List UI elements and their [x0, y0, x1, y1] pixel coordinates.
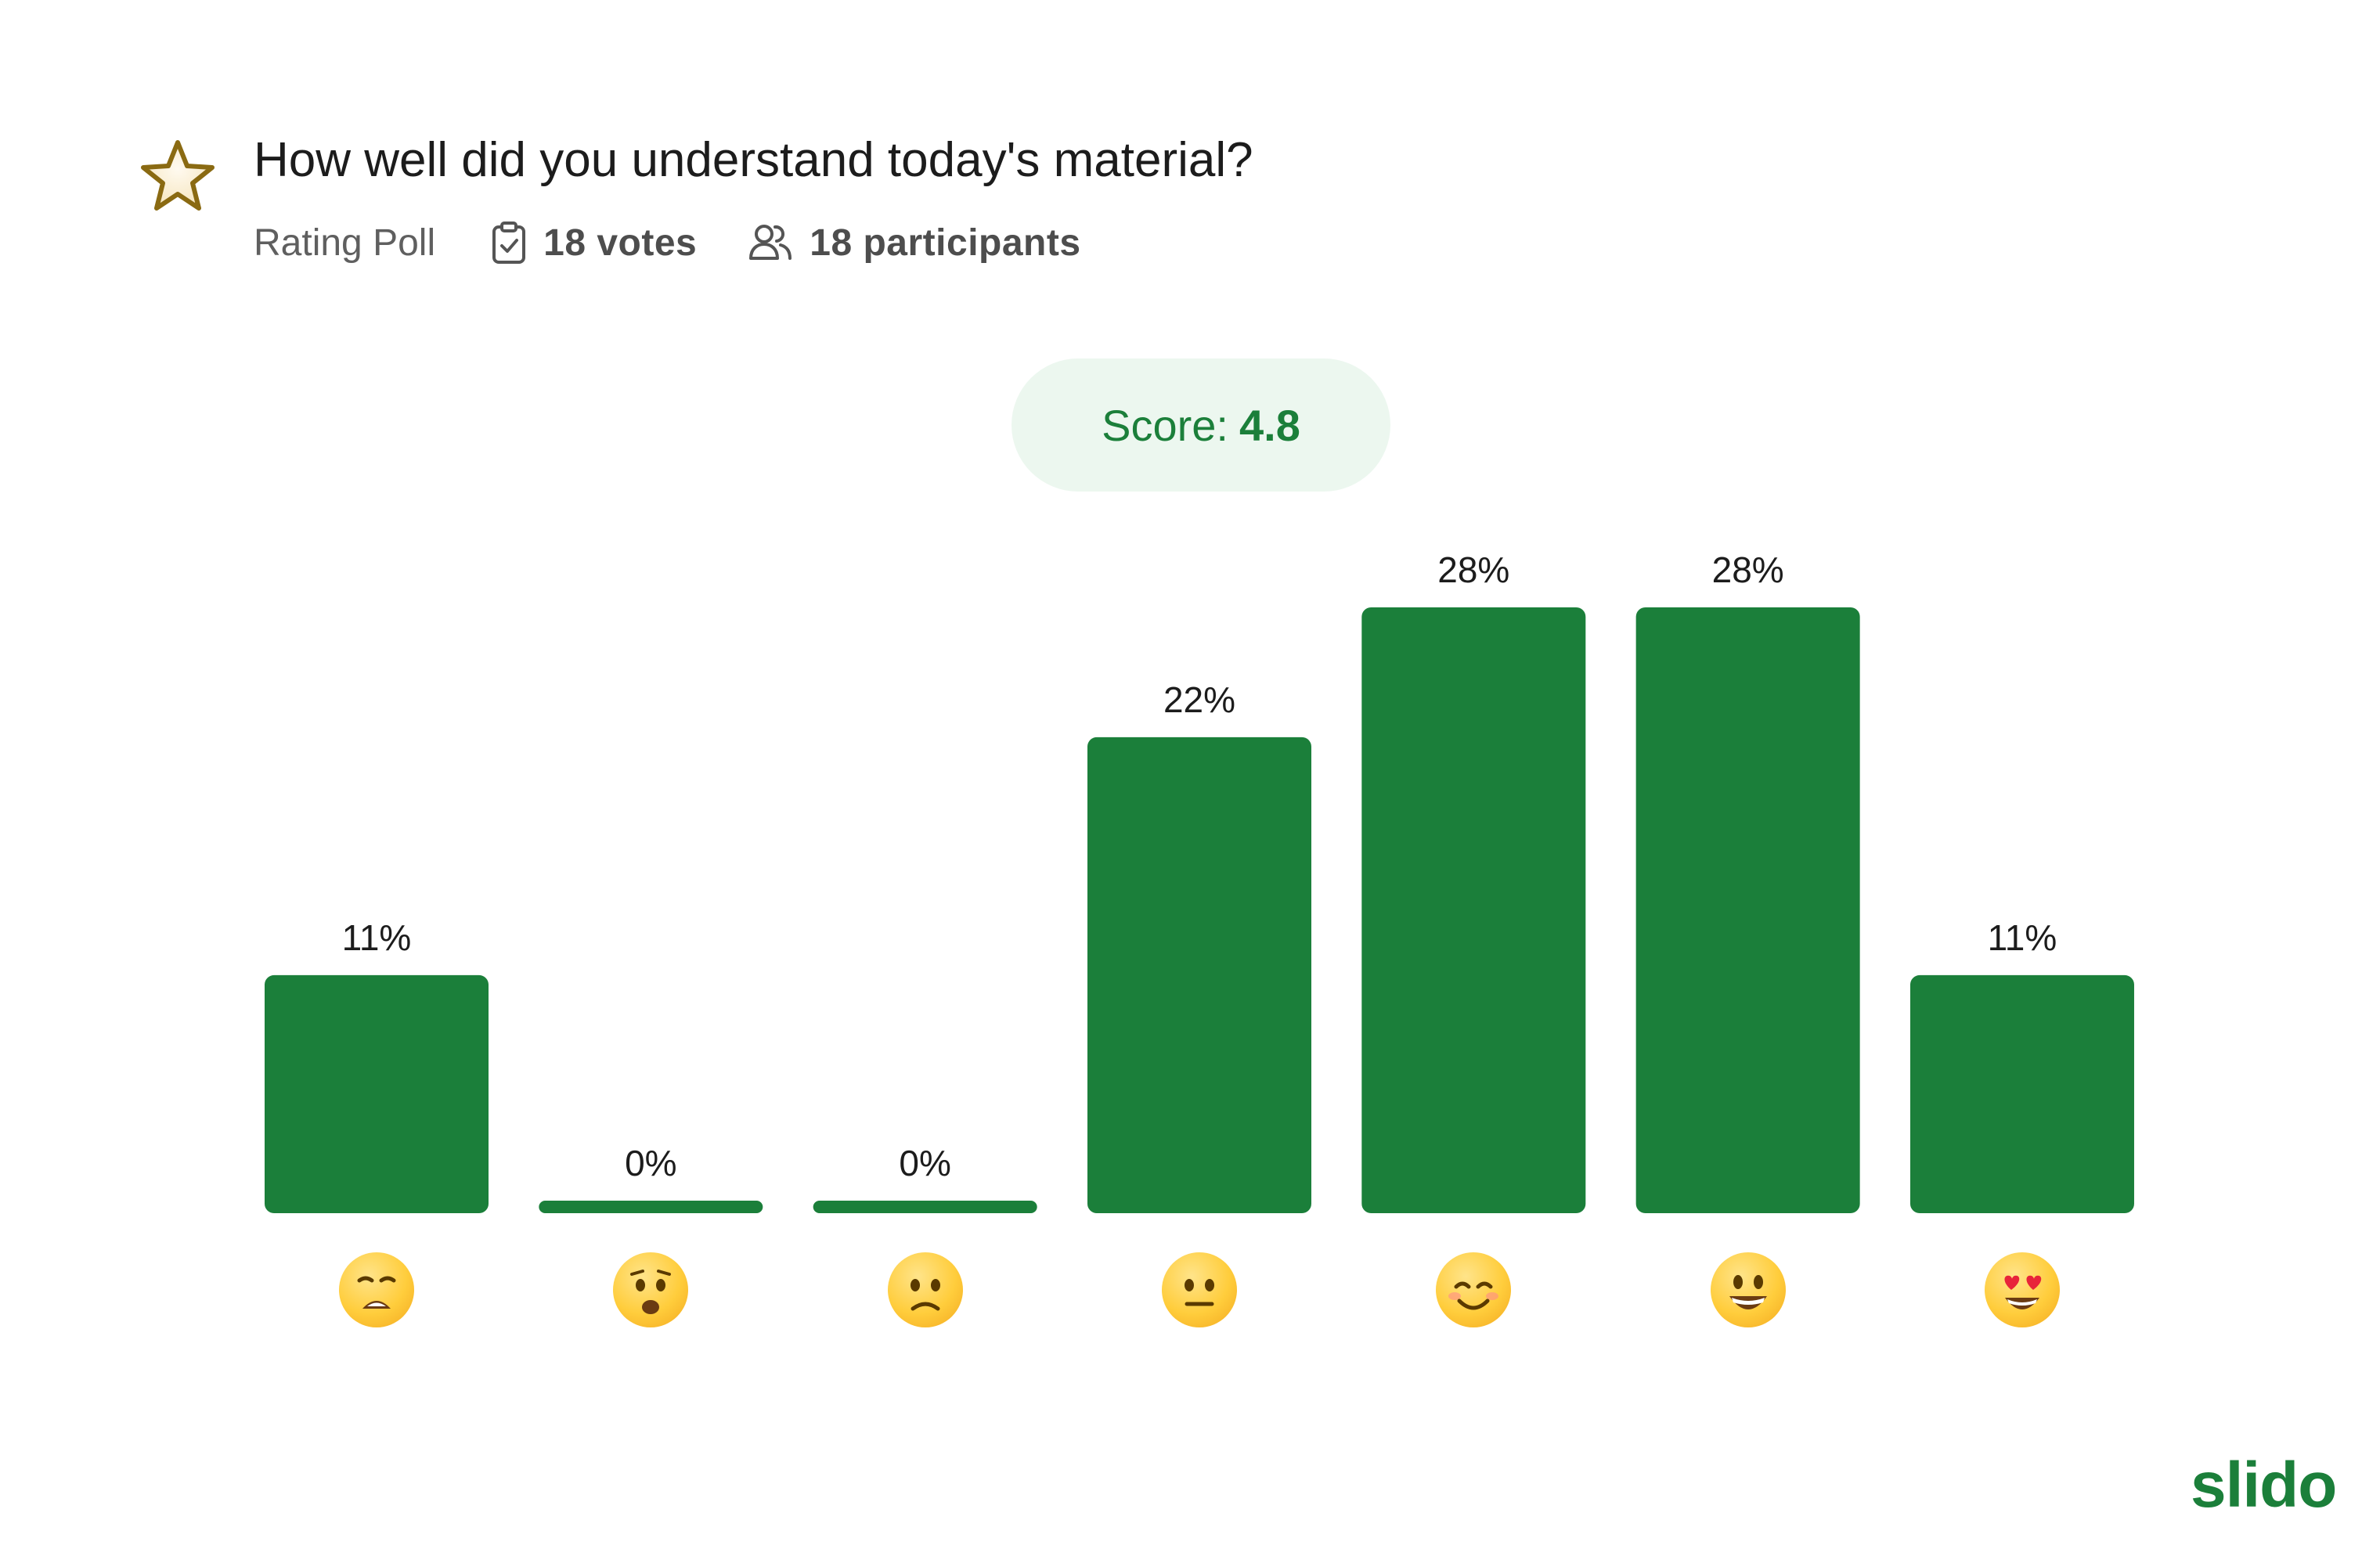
bar-value-label: 22% — [1163, 679, 1235, 720]
participants-count: 18 participants — [810, 222, 1081, 264]
score-value: 4.8 — [1239, 400, 1300, 450]
poll-question: How well did you understand today's mate… — [254, 133, 1253, 187]
score-label: Score: — [1102, 400, 1228, 450]
bar-heart-eyes-face — [1909, 974, 2134, 1213]
clipboard-check-icon — [492, 221, 526, 265]
bar-value-label: 28% — [1437, 549, 1509, 590]
bar-anguished-face — [539, 1201, 763, 1213]
votes-count: 18 votes — [543, 222, 698, 264]
anguished-face-icon — [613, 1252, 689, 1327]
neutral-face-icon — [1161, 1252, 1237, 1327]
bar-value-label: 0% — [625, 1143, 676, 1183]
poll-meta: Rating Poll 18 votes 18 participants — [254, 211, 1081, 274]
score-badge: Score: 4.8 — [1012, 358, 1390, 492]
bar-value-label: 11% — [1988, 917, 2057, 958]
bar-value-label: 28% — [1712, 549, 1784, 590]
participants-stat: 18 participants — [748, 222, 1080, 265]
bar-weary-face — [265, 974, 489, 1213]
bar-neutral-face — [1087, 737, 1311, 1213]
bar-value-label: 0% — [899, 1143, 950, 1183]
people-icon — [748, 223, 792, 262]
frowning-face-icon — [887, 1252, 963, 1327]
poll-type-label: Rating Poll — [254, 222, 436, 264]
bar-value-label: 11% — [342, 917, 412, 958]
smiling-face-icon — [1436, 1252, 1512, 1327]
weary-face-icon — [339, 1252, 414, 1327]
bar-frowning-face — [813, 1201, 1037, 1213]
bar-smiling-face — [1361, 607, 1586, 1213]
grinning-face-icon — [1710, 1252, 1786, 1327]
heart-eyes-face-icon — [1984, 1252, 2060, 1327]
votes-stat: 18 votes — [492, 221, 697, 265]
bar-grinning-face — [1635, 607, 1860, 1213]
slido-logo: slido — [2191, 1450, 2337, 1521]
star-icon — [135, 135, 221, 221]
